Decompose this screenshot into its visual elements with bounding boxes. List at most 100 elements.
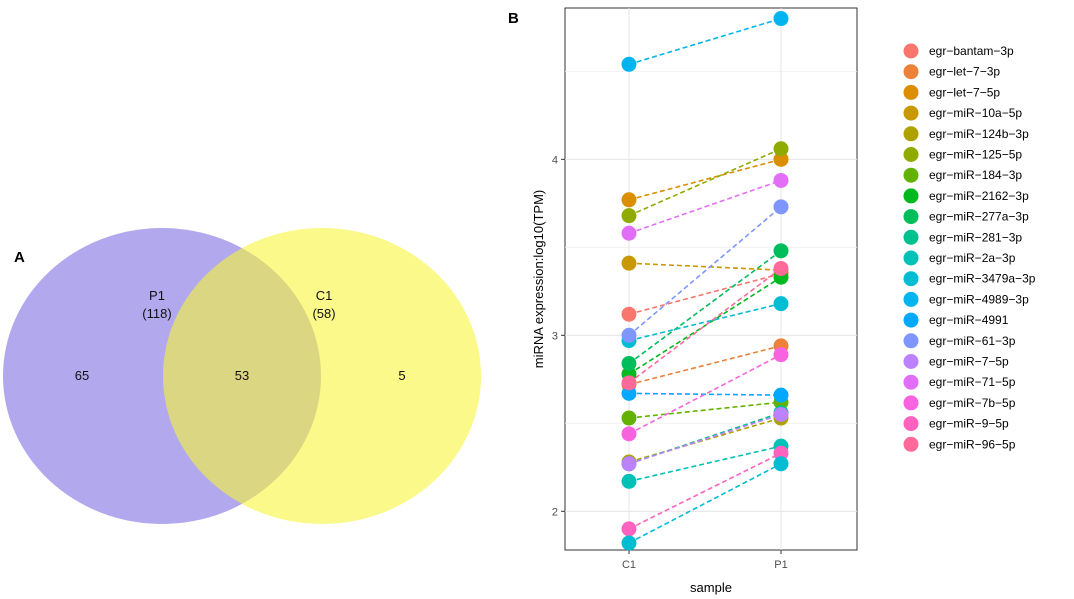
legend-label: egr−miR−61−3p <box>929 334 1016 348</box>
series-line <box>628 452 782 530</box>
legend-label: egr−miR−2a−3p <box>929 251 1016 265</box>
series-line <box>628 345 782 386</box>
venn-p1-name: P1 <box>149 288 165 303</box>
series-line <box>628 262 782 272</box>
series-line <box>628 302 782 342</box>
x-axis-title: sample <box>690 580 732 595</box>
data-point <box>773 387 789 403</box>
line-chart: B 2 3 4 C1 P1 sample miRNA expression:log10… <box>508 7 1036 595</box>
legend-label: egr−miR−9−5p <box>929 417 1009 431</box>
x-axis-ticks: C1 P1 <box>622 550 788 571</box>
legend-label: egr−bantam−3p <box>929 44 1014 58</box>
series-line <box>628 413 782 465</box>
data-point <box>773 141 789 157</box>
series-line <box>628 445 782 483</box>
series-line <box>628 179 782 235</box>
legend-key <box>903 250 919 266</box>
legend-key <box>903 291 919 307</box>
legend-label: egr−miR−124b−3p <box>929 127 1029 141</box>
data-point <box>621 225 637 241</box>
data-point <box>773 347 789 363</box>
legend-label: egr−miR−96−5p <box>929 437 1016 451</box>
data-point <box>773 260 789 276</box>
data-point <box>621 355 637 371</box>
data-point <box>621 327 637 343</box>
data-point <box>773 456 789 472</box>
data-point <box>621 192 637 208</box>
data-point <box>773 445 789 461</box>
legend-key <box>903 147 919 162</box>
series-line <box>628 206 782 336</box>
series-points <box>621 11 789 551</box>
legend-label: egr−miR−125−5p <box>929 148 1022 162</box>
legend-key <box>903 188 919 204</box>
series-line <box>628 392 782 396</box>
x-tick-label: P1 <box>774 559 787 571</box>
series-line <box>628 272 782 315</box>
data-point <box>621 375 637 391</box>
y-tick-label: 4 <box>552 154 558 166</box>
venn-overlap-count: 53 <box>235 368 249 383</box>
data-point <box>621 521 637 537</box>
series-line <box>628 148 782 217</box>
legend-key <box>903 229 919 245</box>
y-axis-title: miRNA expression:log10(TPM) <box>531 190 546 368</box>
legend-key <box>903 64 919 80</box>
legend-label: egr−miR−3479a−3p <box>929 272 1036 286</box>
venn-p1-total: (118) <box>142 306 171 321</box>
legend-label: egr−miR−277a−3p <box>929 210 1029 224</box>
legend-key <box>903 416 919 432</box>
legend-key <box>903 333 919 349</box>
data-point <box>773 296 789 312</box>
legend-label: egr−miR−7b−5p <box>929 396 1016 410</box>
series-line <box>628 463 782 544</box>
legend-key <box>903 436 919 452</box>
data-point <box>773 407 789 422</box>
series-line <box>628 401 782 419</box>
data-point <box>621 208 637 224</box>
y-tick-label: 2 <box>552 506 558 518</box>
legend-key <box>903 167 919 183</box>
chart-panel-label: B <box>508 10 519 27</box>
legend-key <box>903 374 919 390</box>
venn-circle-c1 <box>163 228 481 524</box>
data-point <box>773 11 789 27</box>
legend-label: egr−let−7−5p <box>929 85 1000 99</box>
legend-label: egr−miR−184−3p <box>929 168 1022 182</box>
legend-key <box>903 312 919 328</box>
legend-key <box>903 126 919 142</box>
data-point <box>773 172 789 188</box>
data-point <box>773 151 789 167</box>
legend-key <box>903 209 919 225</box>
series-line <box>628 158 782 201</box>
legend-label: egr−miR−10a−5p <box>929 106 1022 120</box>
legend-label: egr−miR−7−5p <box>929 355 1009 369</box>
legend-label: egr−miR−281−3p <box>929 230 1022 244</box>
legend: egr−bantam−3p egr−let−7−3p egr−let−7−5p egr… <box>903 43 1036 452</box>
series-line <box>628 353 782 435</box>
legend-label: egr−miR−71−5p <box>929 375 1016 389</box>
legend-key <box>903 105 919 121</box>
data-point <box>621 306 637 322</box>
data-point <box>621 410 637 426</box>
data-point <box>773 243 789 259</box>
legend-label: egr−miR−2162−3p <box>929 189 1029 203</box>
legend-label: egr−let−7−3p <box>929 65 1000 79</box>
plot-background <box>564 7 858 551</box>
series-line <box>628 17 782 66</box>
y-tick-label: 3 <box>552 330 558 342</box>
data-point <box>621 535 637 551</box>
legend-label: egr−miR−4991 <box>929 313 1009 327</box>
legend-key <box>903 43 919 59</box>
data-point <box>621 255 637 271</box>
series-line <box>628 276 782 375</box>
venn-diagram: A P1 (118) C1 (58) 65 53 5 <box>3 228 481 524</box>
legend-key <box>903 84 919 100</box>
y-axis-ticks: 2 3 4 <box>552 154 565 518</box>
venn-panel-label: A <box>14 249 25 266</box>
venn-c1-total: (58) <box>312 306 335 321</box>
legend-key <box>903 395 919 411</box>
legend-label: egr−miR−4989−3p <box>929 292 1029 306</box>
data-point <box>621 426 637 442</box>
